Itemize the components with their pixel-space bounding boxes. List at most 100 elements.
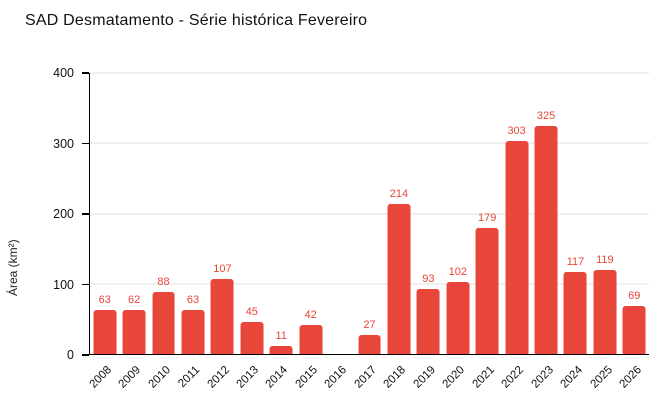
x-slot: 2010 — [146, 357, 177, 409]
y-tick-label: 200 — [53, 207, 74, 221]
bar-value-label: 45 — [245, 306, 258, 319]
bar — [269, 346, 293, 354]
bar-slot: 117 — [561, 73, 590, 354]
x-tick-label: 2010 — [146, 364, 173, 391]
bar-value-label: 303 — [507, 125, 526, 138]
chart-title: SAD Desmatamento - Série histórica Fever… — [25, 12, 368, 29]
gridline — [90, 142, 649, 144]
bar-value-label: 119 — [596, 254, 614, 267]
x-tick-label: 2020 — [440, 364, 468, 391]
bar-value-label: 107 — [213, 262, 232, 275]
x-slot: 2018 — [381, 357, 413, 409]
y-tick — [82, 354, 89, 356]
gridline — [90, 213, 649, 214]
x-slot: 2017 — [352, 357, 383, 409]
bar — [563, 271, 587, 354]
bar — [387, 203, 411, 354]
x-tick-label: 2015 — [293, 364, 320, 391]
bar — [475, 228, 499, 354]
x-slot: 2022 — [500, 357, 531, 409]
y-tick — [82, 72, 89, 74]
y-tick — [82, 283, 89, 286]
y-tick — [82, 142, 89, 145]
x-axis: 2008 2009 2010 2011 2012 2013 2014 2015 2016 2017… — [87, 357, 649, 409]
bar-value-label: 27 — [363, 319, 376, 332]
bar-slot: 11 — [267, 73, 296, 354]
x-tick-label: 2019 — [411, 364, 438, 391]
y-tick-label: 0 — [67, 348, 74, 362]
x-tick-label: 2013 — [234, 364, 262, 391]
bar-value-label: 325 — [536, 109, 556, 122]
x-slot: 2012 — [204, 357, 236, 409]
x-slot: 2015 — [293, 357, 324, 409]
bar-value-label: 93 — [422, 272, 435, 285]
bar-value-label: 63 — [186, 293, 200, 306]
bar-slot — [325, 73, 354, 354]
bar-value-label: 102 — [448, 266, 467, 279]
x-tick-label: 2016 — [322, 364, 350, 391]
x-tick-label: 2023 — [529, 364, 556, 391]
x-slot: 2023 — [529, 357, 560, 409]
bar — [210, 278, 234, 354]
bar — [93, 309, 117, 354]
x-tick-label: 2009 — [116, 364, 144, 391]
bar-slot: 303 — [502, 73, 531, 354]
bar — [534, 125, 558, 354]
y-tick-label: 100 — [53, 277, 74, 292]
x-tick-label: 2017 — [352, 364, 379, 391]
x-slot: 2008 — [87, 357, 118, 409]
bar-slot: 179 — [472, 73, 501, 354]
plot-area: 63 62 88 63 107 45 11 42 27 214 93 102 179 303 325 117 1… — [89, 72, 649, 355]
bar-slot: 42 — [296, 73, 325, 354]
bar-value-label: 117 — [566, 255, 585, 268]
x-tick-label: 2026 — [617, 364, 645, 391]
bar-value-label: 62 — [128, 294, 141, 307]
bar-slot: 88 — [149, 73, 178, 354]
x-slot: 2025 — [588, 357, 619, 409]
x-slot: 2016 — [322, 357, 354, 409]
bar-slot: 325 — [531, 73, 560, 354]
y-axis: 0 100 200 300 400 — [0, 66, 89, 362]
x-tick-label: 2021 — [470, 364, 497, 391]
y-tick-label: 400 — [53, 66, 74, 80]
bar-value-label: 88 — [157, 276, 170, 289]
bar-slot: 63 — [90, 73, 119, 354]
bar — [622, 305, 646, 354]
bar — [240, 322, 264, 354]
bar-slot: 102 — [443, 73, 472, 354]
x-slot: 2011 — [176, 357, 206, 409]
bar — [358, 335, 381, 354]
bar-slot: 119 — [590, 73, 619, 354]
bar-slot: 214 — [384, 73, 413, 354]
x-tick-label: 2011 — [176, 364, 203, 390]
bar-slot: 107 — [208, 73, 237, 354]
bar-slot: 27 — [355, 73, 384, 354]
x-slot: 2026 — [617, 357, 648, 409]
bar — [593, 270, 617, 354]
x-slot: 2020 — [440, 357, 472, 409]
gridline — [90, 72, 649, 74]
bar — [122, 310, 146, 354]
x-slot: 2009 — [116, 357, 147, 409]
x-slot: 2024 — [558, 357, 590, 409]
bar-slot: 63 — [178, 73, 207, 354]
x-slot: 2021 — [470, 357, 501, 409]
x-slot: 2019 — [411, 357, 442, 409]
bar — [152, 292, 176, 354]
gridline — [90, 283, 649, 285]
y-tick-label: 300 — [53, 136, 74, 151]
bar-slot: 62 — [119, 73, 148, 354]
x-tick-label: 2008 — [87, 364, 114, 391]
bar-value-label: 11 — [275, 330, 287, 343]
bar-value-label: 214 — [389, 187, 409, 200]
y-tick — [82, 213, 89, 215]
bar-slot: 69 — [620, 73, 649, 354]
bar-value-label: 63 — [98, 293, 111, 306]
x-tick-label: 2018 — [381, 364, 409, 391]
bar-slot: 45 — [237, 73, 266, 354]
x-tick-label: 2012 — [204, 364, 232, 391]
bar-value-label: 42 — [304, 308, 317, 321]
x-tick-label: 2024 — [558, 364, 586, 391]
bar-value-label: 179 — [478, 212, 497, 225]
bar-slot: 93 — [414, 73, 443, 354]
